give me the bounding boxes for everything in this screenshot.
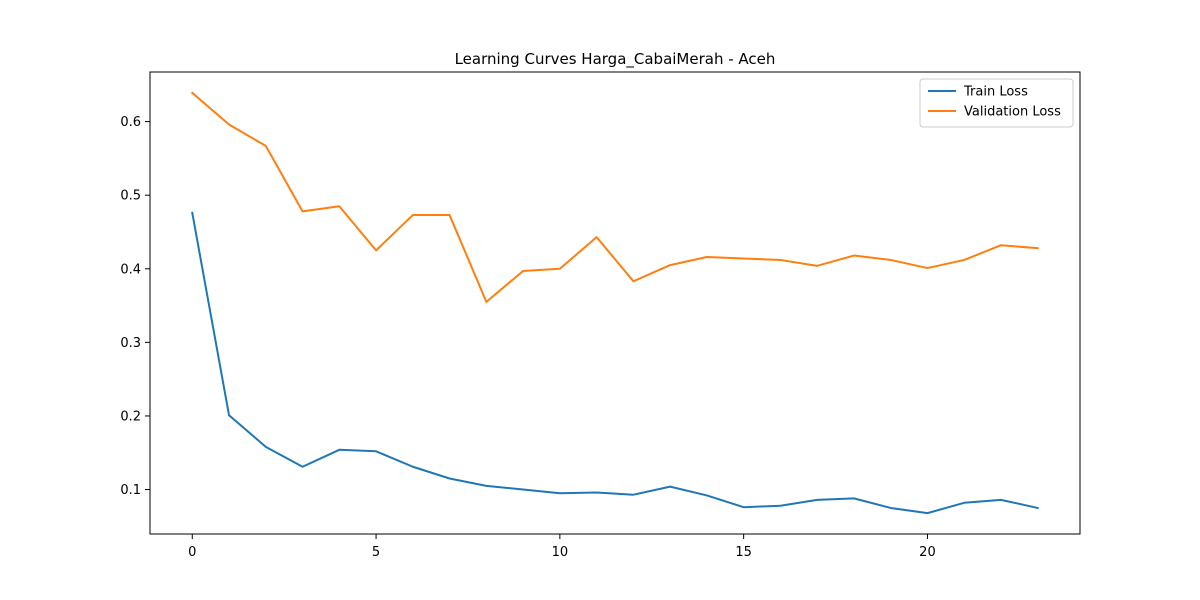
y-tick-label: 0.2 <box>120 409 141 424</box>
y-tick-label: 0.1 <box>120 483 141 498</box>
y-tick-label: 0.3 <box>120 336 141 351</box>
legend-label-1: Validation Loss <box>964 105 1061 120</box>
series-line-1 <box>190 91 1039 303</box>
legend: Train Loss Validation Loss <box>919 78 1074 128</box>
x-tick-label: 5 <box>372 545 380 560</box>
x-tick-label: 20 <box>919 545 936 560</box>
legend-label-0: Train Loss <box>963 85 1028 100</box>
series-layer <box>190 91 1039 515</box>
legend-box <box>919 78 1074 128</box>
y-tick-label: 0.4 <box>120 262 141 277</box>
y-tick-label: 0.6 <box>120 115 141 130</box>
chart-title: Learning Curves Harga_CabaiMerah - Aceh <box>455 50 776 69</box>
series-line-0 <box>191 211 1039 515</box>
y-axis: 0.1 0.2 0.3 0.4 0.5 0.6 <box>120 115 150 498</box>
x-tick-label: 0 <box>188 545 196 560</box>
x-tick-label: 15 <box>735 545 752 560</box>
x-axis: 0 5 10 15 20 <box>188 534 936 560</box>
plot-area-frame <box>149 71 1081 535</box>
x-tick-label: 10 <box>552 545 569 560</box>
y-tick-label: 0.5 <box>120 189 141 204</box>
